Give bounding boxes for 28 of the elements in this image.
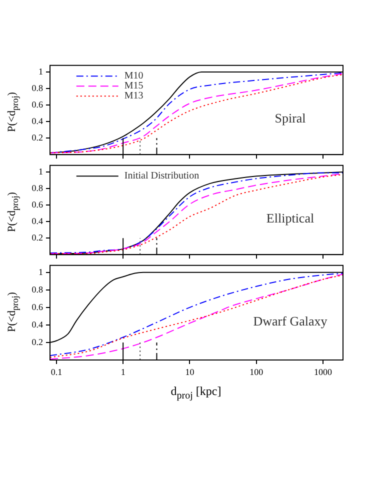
legend-label: M10	[124, 70, 144, 82]
y-tick-label: 1	[38, 166, 43, 176]
annotation: Elliptical	[266, 210, 314, 226]
legend-label: M15	[124, 80, 144, 92]
y-tick-label: 0.2	[32, 232, 43, 242]
x-tick-label: 0.1	[50, 366, 62, 377]
y-tick-label: 0.6	[32, 99, 44, 110]
y-tick-label: 0.8	[32, 182, 44, 193]
x-axis-title: d$_{proj}$ [kpc]	[170, 384, 222, 402]
y-tick-label: 0.2	[32, 132, 43, 142]
legend-label: Initial Distribution	[124, 170, 200, 182]
y-tick-label: 1	[38, 266, 43, 277]
annotation: Spiral	[274, 110, 306, 126]
x-tick-label: 100	[250, 366, 264, 377]
annotation: Dwarf Galaxy	[253, 314, 328, 329]
y-tick-label: 0.4	[32, 116, 44, 126]
x-tick-label: 1000	[314, 366, 332, 377]
y-tick-label: 0.6	[32, 199, 44, 210]
y-tick-label: 0.8	[32, 284, 44, 294]
y-tick-label: 0.2	[32, 336, 43, 347]
legend-label: M13	[124, 90, 144, 102]
y-tick-label: 0.6	[32, 302, 44, 312]
y-tick-label: 1	[38, 66, 43, 76]
x-tick-label: 10	[185, 366, 195, 377]
y-tick-label: 0.4	[32, 319, 44, 330]
x-tick-label: 1	[120, 366, 126, 377]
y-tick-label: 0.4	[32, 216, 44, 226]
y-tick-label: 0.8	[32, 82, 44, 93]
